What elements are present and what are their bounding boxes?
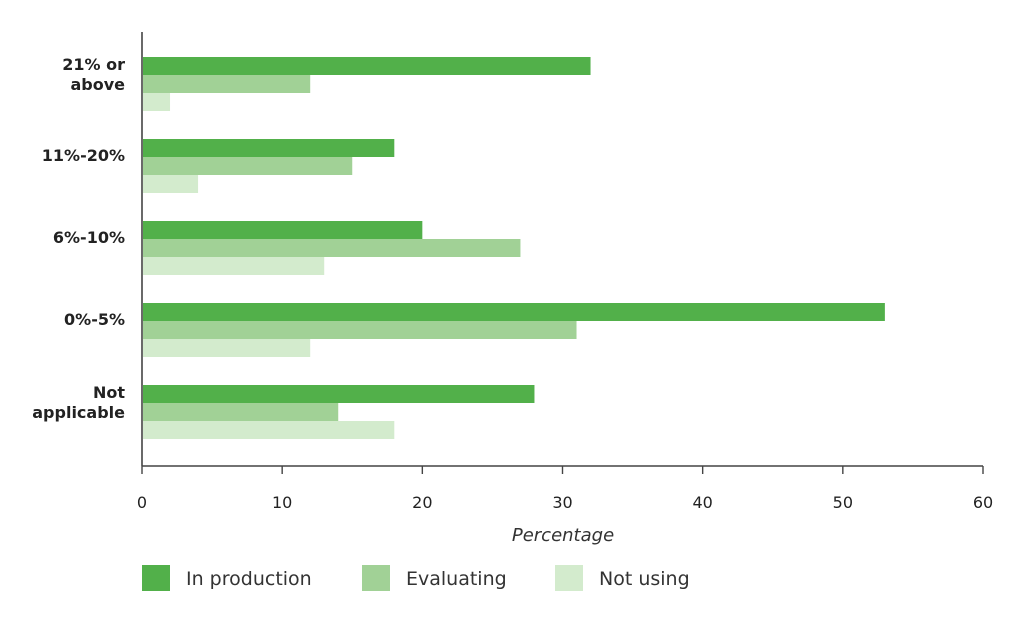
bar-1-2 xyxy=(143,139,395,157)
x-axis-title: Percentage xyxy=(512,525,614,546)
bar-1-3 xyxy=(143,221,423,239)
bar-1-4 xyxy=(143,303,885,321)
category-label: Not applicable xyxy=(32,383,125,422)
legend: In production Evaluating Not using xyxy=(142,565,690,591)
bar-1-1 xyxy=(143,57,591,75)
legend-label: Not using xyxy=(599,568,690,590)
bars-group xyxy=(143,57,885,439)
x-tick-label: 10 xyxy=(272,493,292,512)
x-tick-label: 50 xyxy=(833,493,853,512)
x-tick-label: 0 xyxy=(137,493,147,512)
category-label-line: above xyxy=(70,75,125,94)
category-label: 21% or above xyxy=(62,55,125,94)
legend-swatch xyxy=(362,565,390,591)
x-tick-label: 30 xyxy=(552,493,572,512)
legend-swatch xyxy=(142,565,170,591)
legend-label: Evaluating xyxy=(406,568,507,590)
bar-2-4 xyxy=(143,321,577,339)
x-tick-label: 40 xyxy=(692,493,712,512)
bar-3-4 xyxy=(143,339,311,357)
bar-3-2 xyxy=(143,175,199,193)
legend-label: In production xyxy=(186,568,312,590)
x-tick-label: 20 xyxy=(412,493,432,512)
category-label-line: applicable xyxy=(32,403,125,422)
category-labels: 21% or above 11%-20% 6%-10% 0%-5% Not applicab… xyxy=(32,55,125,422)
bar-1-5 xyxy=(143,385,535,403)
bar-2-1 xyxy=(143,75,311,93)
bar-2-3 xyxy=(143,239,521,257)
category-label-line: 11%-20% xyxy=(42,146,125,165)
category-label: 0%-5% xyxy=(64,310,125,329)
bar-3-3 xyxy=(143,257,325,275)
category-label-line: 0%-5% xyxy=(64,310,125,329)
category-label-line: 6%-10% xyxy=(53,228,125,247)
bar-2-5 xyxy=(143,403,339,421)
category-label: 11%-20% xyxy=(42,146,125,165)
category-label: 6%-10% xyxy=(53,228,125,247)
bar-3-1 xyxy=(143,93,171,111)
category-label-line: 21% or xyxy=(62,55,125,74)
bar-2-2 xyxy=(143,157,353,175)
category-label-line: Not xyxy=(93,383,125,402)
bar-3-5 xyxy=(143,421,395,439)
legend-swatch xyxy=(555,565,583,591)
x-tick-label: 60 xyxy=(973,493,993,512)
x-axis-ticks: 0 10 20 30 40 50 60 xyxy=(137,466,993,512)
